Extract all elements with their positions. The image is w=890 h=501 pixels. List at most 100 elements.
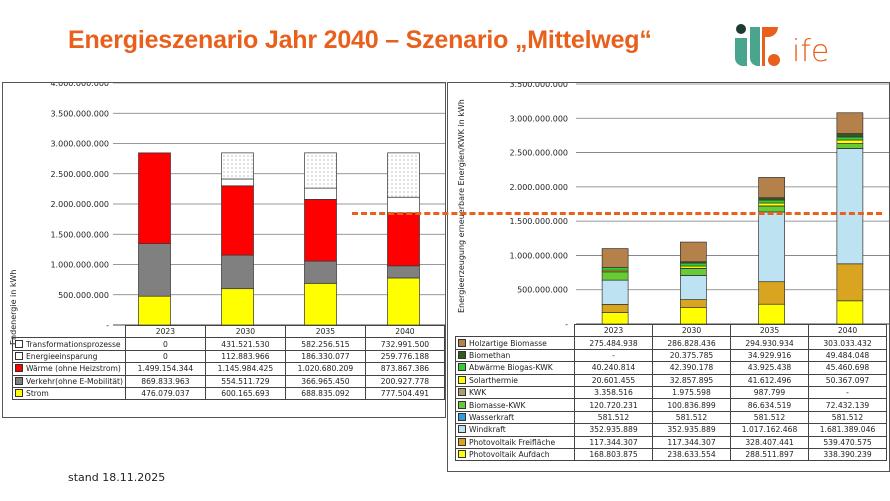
bar-segment-transformationsprozesse (387, 152, 420, 198)
value-cell: 275.484.938 (574, 336, 653, 350)
bar-segment-holzartige-biomasse (601, 248, 629, 268)
value-cell: 366.965.450 (284, 374, 366, 388)
value-cell: 581.512 (808, 410, 887, 425)
value-cell: 539.470.575 (808, 435, 887, 449)
value-cell: 286.828.436 (652, 336, 731, 350)
bar-segment-windkraft (836, 148, 864, 265)
table-row: Biomethan -20.375.785 34.929.916 49.484.048 (455, 348, 887, 363)
category-label: 2040 (808, 323, 887, 338)
value-cell: 476.079.037 (124, 386, 206, 401)
value-cell: 554.511.729 (204, 374, 286, 388)
bar-segment-verkehr-ohne-e-mobilität- (304, 260, 337, 284)
bar-segment-holzartige-biomasse (758, 177, 785, 198)
value-cell: 1.681.389.046 (808, 423, 887, 437)
value-cell: 581.512 (730, 410, 809, 425)
bar-segment-photovoltaik-freifläche (758, 281, 785, 305)
value-cell: 120.720.231 (574, 398, 653, 412)
y-tick-label: 2.500.000.000 (509, 149, 568, 158)
bar-segment-transformationsprozesse (304, 152, 337, 189)
bar-segment-photovoltaik-freifläche (680, 299, 707, 308)
value-cell: 117.344.307 (574, 435, 653, 449)
value-cell: 0 (124, 349, 206, 364)
bar-segment-strom (304, 282, 337, 326)
table-row: Energieeinsparung 0 112.883.966 186.330.077… (12, 349, 446, 364)
value-cell: 238.633.554 (652, 447, 731, 462)
legend-swatch (458, 425, 466, 434)
y-tick-label: 3.500.000.000 (509, 83, 568, 89)
value-cell: - (574, 348, 653, 363)
category-label: 2035 (730, 323, 809, 338)
value-cell: 581.512 (652, 410, 731, 425)
bar-segment-energieeinsparung (221, 178, 254, 187)
table-row: Holzartige Biomasse 275.484.938 286.828.43… (455, 336, 887, 350)
bar-segment-photovoltaik-aufdach (601, 312, 629, 325)
ife-logo (735, 24, 780, 66)
value-cell: 32.857.895 (652, 373, 731, 387)
bar-segment-biomasse-kwk (601, 271, 629, 281)
series-legend: Biomethan (455, 348, 575, 363)
series-name: Photovoltaik Aufdach (469, 450, 550, 460)
category-label: 2023 (574, 323, 653, 338)
logo-text: ife (792, 34, 830, 69)
value-cell: 49.484.048 (808, 348, 887, 363)
series-legend: Wärme (ohne Heizstrom) (12, 362, 126, 376)
bar-segment-energieeinsparung (387, 196, 420, 214)
category-label: 2030 (204, 324, 286, 339)
series-legend: Solarthermie (455, 373, 575, 387)
table-row: Biomasse-KWK 120.720.231 100.836.899 86.634… (455, 398, 887, 412)
legend-swatch (458, 338, 466, 347)
value-cell: 352.935.889 (652, 423, 731, 437)
series-legend: Transformationsprozesse (12, 337, 126, 351)
value-cell: 600.165.693 (204, 386, 286, 401)
erzeugung-data-table: 2023 2030 2035 2040 Holzartige Biomasse 275.4… (455, 323, 887, 462)
series-name: Photovoltaik Freifläche (469, 437, 556, 447)
erzeugung-chart: - 500.000.000 1.000.000.000 1.500.000.000 2.… (509, 83, 889, 326)
bar-segment-photovoltaik-freifläche (836, 263, 864, 302)
value-cell: 112.883.966 (204, 349, 286, 364)
value-cell: 50.367.097 (808, 373, 887, 387)
y-tick-label: 500.000.000 (58, 291, 109, 300)
value-cell: 328.407.441 (730, 435, 809, 449)
endenergie-chart: - 500.000.000 1.000.000.000 1.500.000.000 2.… (50, 83, 445, 327)
value-cell: 869.833.963 (124, 374, 206, 388)
table-row: Abwärme Biogas-KWK 40.240.814 42.390.178 43… (455, 361, 887, 375)
y-tick-label: 1.500.000.000 (50, 230, 109, 239)
endenergie-chart-panel: - 500.000.000 1.000.000.000 1.500.000.000 2.… (2, 82, 446, 418)
value-cell: 42.390.178 (652, 361, 731, 375)
y-tick-label: 2.000.000.000 (50, 200, 109, 209)
value-cell: 186.330.077 (284, 349, 366, 364)
y-tick-label: 500.000.000 (517, 286, 568, 295)
table-header-row: 2023 2030 2035 2040 (13, 324, 446, 339)
value-cell: 987.799 (730, 385, 809, 400)
y-tick-label: 3.000.000.000 (509, 114, 568, 123)
value-cell: 338.390.239 (808, 447, 887, 462)
series-legend: Wasserkraft (455, 410, 575, 425)
bar-segment-solarthermie (758, 202, 785, 207)
table-header-row: 2023 2030 2035 2040 (456, 323, 887, 338)
bar-segment-photovoltaik-freifläche (601, 304, 629, 313)
value-cell: 873.867.386 (364, 362, 446, 376)
legend-swatch (15, 339, 23, 348)
bar-segment-solarthermie (836, 139, 864, 144)
bar-segment-biomethan (836, 133, 864, 138)
bar-segment-windkraft (758, 211, 785, 283)
category-label: 2023 (124, 324, 206, 339)
bar-segment-windkraft (680, 275, 707, 300)
series-name: Transformationsprozesse (26, 339, 121, 349)
y-tick-label: 1.000.000.000 (50, 261, 109, 270)
y-tick-label: 2.000.000.000 (509, 183, 568, 192)
legend-swatch (15, 351, 23, 360)
series-name: Windkraft (469, 425, 506, 435)
bar-segment-photovoltaik-aufdach (680, 307, 707, 325)
series-legend: Holzartige Biomasse (455, 336, 575, 350)
category-label: 2035 (284, 324, 366, 339)
legend-swatch (458, 363, 466, 372)
table-row: Wasserkraft 581.512 581.512 581.512 581.512 (455, 410, 887, 425)
value-cell: 431.521.530 (204, 337, 286, 351)
bar-segment-energieeinsparung (304, 187, 337, 200)
category-label: 2040 (364, 324, 446, 339)
bar-segment-strom (221, 288, 254, 326)
series-name: Strom (26, 389, 49, 399)
series-name: Biomasse-KWK (469, 400, 526, 410)
series-name: Wärme (ohne Heizstrom) (26, 364, 121, 374)
